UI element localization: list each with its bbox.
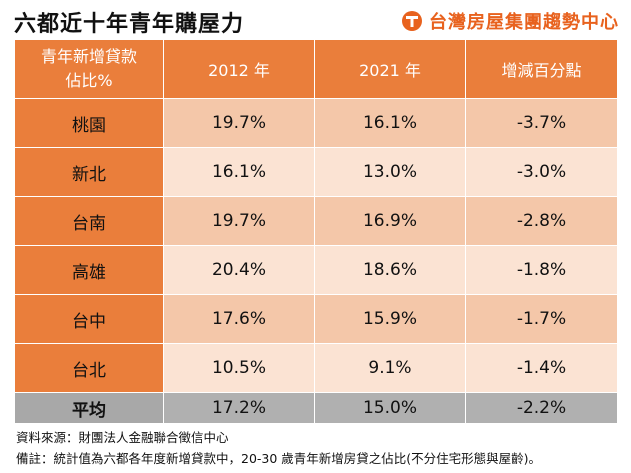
row-label-city: 新北 xyxy=(15,148,164,197)
cell-2021: 16.9% xyxy=(315,197,466,246)
footnotes: 資料來源：財團法人金融聯合徵信中心 備註：統計值為六都各年度新增貸款中，20-3… xyxy=(16,427,541,469)
cell-change: -2.8% xyxy=(466,197,617,246)
cell-2012: 17.6% xyxy=(164,295,315,344)
column-header-change: 增減百分點 xyxy=(466,40,617,99)
cell-2021: 9.1% xyxy=(315,344,466,393)
header-metric-line2: 佔比% xyxy=(65,71,113,90)
page-header: 六都近十年青年購屋力 台灣房屋集團趨勢中心 xyxy=(0,0,631,40)
cell-2021: 15.9% xyxy=(315,295,466,344)
brand-name: 台灣房屋集團趨勢中心 xyxy=(429,12,619,33)
cell-2012: 10.5% xyxy=(164,344,315,393)
source-note: 資料來源：財團法人金融聯合徵信中心 xyxy=(16,430,229,445)
page-title: 六都近十年青年購屋力 xyxy=(14,12,245,37)
cell-2021: 18.6% xyxy=(315,246,466,295)
cell-2021: 13.0% xyxy=(315,148,466,197)
cell-2012: 20.4% xyxy=(164,246,315,295)
cell-2012: 16.1% xyxy=(164,148,315,197)
cell-change: -1.7% xyxy=(466,295,617,344)
brand-logo-icon xyxy=(402,11,422,31)
table-header-metric: 青年新增貸款 佔比% xyxy=(15,40,164,99)
row-label-city: 台北 xyxy=(15,344,164,393)
cell-2012: 19.7% xyxy=(164,99,315,148)
cell-2021: 16.1% xyxy=(315,99,466,148)
cell-change: -3.7% xyxy=(466,99,617,148)
cell-change: -1.4% xyxy=(466,344,617,393)
row-label-city: 台南 xyxy=(15,197,164,246)
header-metric-line1: 青年新增貸款 xyxy=(40,47,137,66)
remark-note: 備註：統計值為六都各年度新增貸款中，20-30 歲青年新增房貸之佔比(不分住宅形… xyxy=(16,451,542,466)
data-table: 青年新增貸款 佔比% 2012 年 2021 年 增減百分點 桃園 19.7% … xyxy=(15,40,617,424)
column-header-2021: 2021 年 xyxy=(315,40,466,99)
row-label-city: 高雄 xyxy=(15,246,164,295)
cell-change: -3.0% xyxy=(466,148,617,197)
column-header-2012: 2012 年 xyxy=(164,40,315,99)
brand: 台灣房屋集團趨勢中心 xyxy=(401,8,619,34)
cell-change: -1.8% xyxy=(466,246,617,295)
row-label-city: 桃園 xyxy=(15,99,164,148)
average-2021: 15.0% xyxy=(315,393,466,424)
row-label-city: 台中 xyxy=(15,295,164,344)
average-change: -2.2% xyxy=(466,393,617,424)
average-2012: 17.2% xyxy=(164,393,315,424)
cell-2012: 19.7% xyxy=(164,197,315,246)
average-label: 平均 xyxy=(15,393,164,424)
